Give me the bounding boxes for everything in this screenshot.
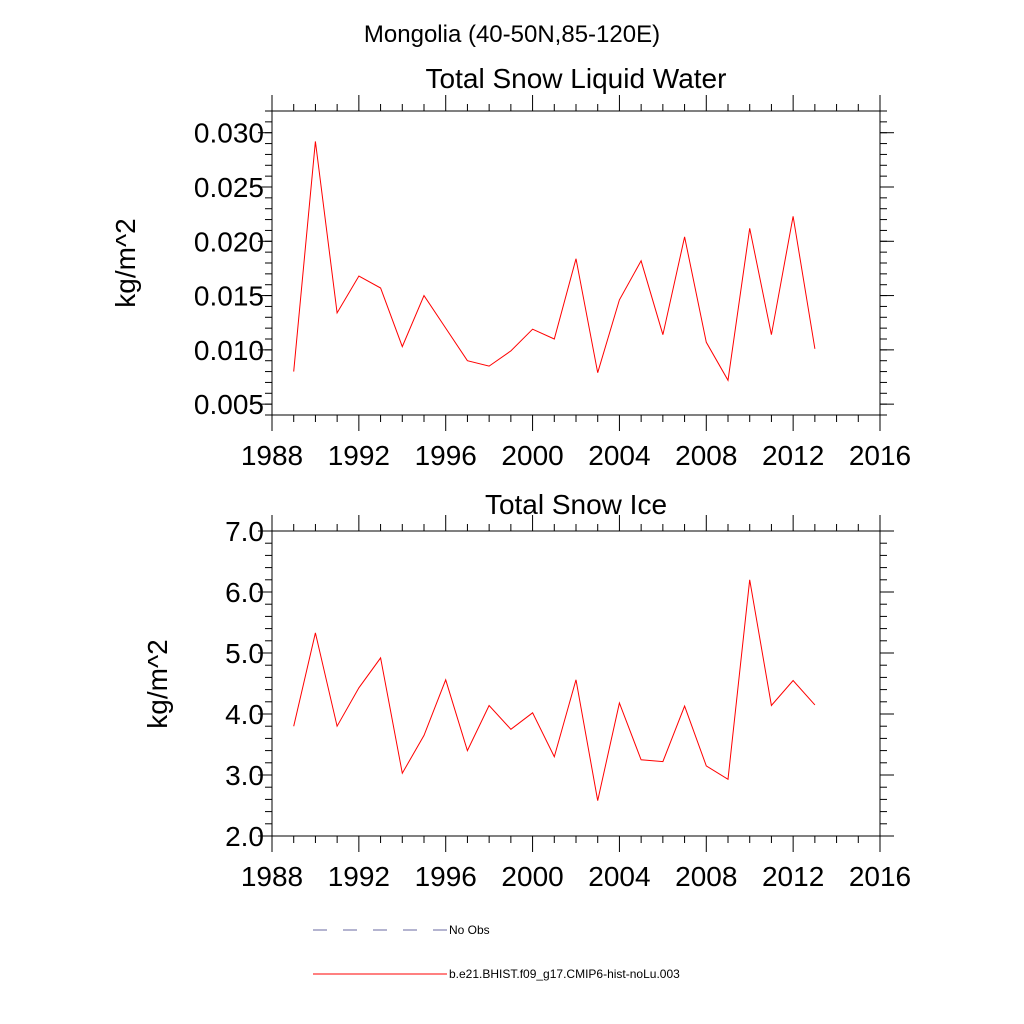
y-tick-label: 0.025 — [194, 172, 264, 203]
plot-frame — [271, 530, 881, 837]
y-tick-label: 0.020 — [194, 226, 264, 257]
panel-snow-liquid-water: Total Snow Liquid Water kg/m^2 1988 1992 1… — [110, 63, 911, 471]
legend-label-no-obs: No Obs — [449, 923, 490, 937]
x-tick-label: 2000 — [501, 440, 563, 471]
plot-frame — [271, 110, 881, 416]
y-tick-label: 2.0 — [225, 821, 264, 852]
x-tick-label: 2016 — [849, 861, 911, 892]
x-tick-label: 2004 — [588, 440, 650, 471]
figure-title: Mongolia (40-50N,85-120E) — [364, 21, 660, 48]
x-tick-label: 1992 — [328, 440, 390, 471]
y-tick-label: 6.0 — [225, 577, 264, 608]
y-tick-label: 3.0 — [225, 760, 264, 791]
x-tick-label: 2004 — [588, 861, 650, 892]
x-tick-label: 1988 — [241, 861, 303, 892]
panel-title-snow-ice: Total Snow Ice — [485, 489, 667, 520]
x-tick-label: 2000 — [501, 861, 563, 892]
series-group — [293, 141, 816, 382]
panel-snow-ice: Total Snow Ice kg/m^2 1988 1992 1996 2000 20… — [142, 489, 911, 892]
tick-group: 1988 1992 1996 2000 2004 2008 2012 2016 0.005 0.0… — [194, 95, 911, 471]
y-tick-label: 5.0 — [225, 638, 264, 669]
y-tick-label: 0.015 — [194, 281, 264, 312]
x-tick-label: 1992 — [328, 861, 390, 892]
y-tick-label: 4.0 — [225, 699, 264, 730]
x-tick-label: 2016 — [849, 440, 911, 471]
y-tick-label: 7.0 — [225, 516, 264, 547]
panel-title-snow-liquid-water: Total Snow Liquid Water — [426, 63, 727, 94]
x-tick-label: 2008 — [675, 861, 737, 892]
series-line — [293, 141, 816, 382]
x-tick-label: 1988 — [241, 440, 303, 471]
x-tick-label: 2012 — [762, 440, 824, 471]
series-group — [293, 579, 816, 801]
x-tick-label: 1996 — [415, 440, 477, 471]
x-tick-label: 2008 — [675, 440, 737, 471]
y-tick-label: 0.005 — [194, 389, 264, 420]
y-tick-label: 0.010 — [194, 335, 264, 366]
y-axis-label-snow-ice: kg/m^2 — [142, 639, 173, 728]
legend: No Obs b.e21.BHIST.f09_g17.CMIP6-hist-no… — [313, 923, 680, 981]
x-tick-label: 2012 — [762, 861, 824, 892]
tick-group: 1988 1992 1996 2000 2004 2008 2012 2016 2.0 3.0 4.… — [225, 515, 911, 892]
x-tick-label: 1996 — [415, 861, 477, 892]
series-line — [293, 579, 816, 801]
y-tick-label: 0.030 — [194, 118, 264, 149]
y-axis-label-snow-liquid-water: kg/m^2 — [110, 218, 141, 307]
legend-label-model: b.e21.BHIST.f09_g17.CMIP6-hist-noLu.003 — [449, 967, 680, 981]
